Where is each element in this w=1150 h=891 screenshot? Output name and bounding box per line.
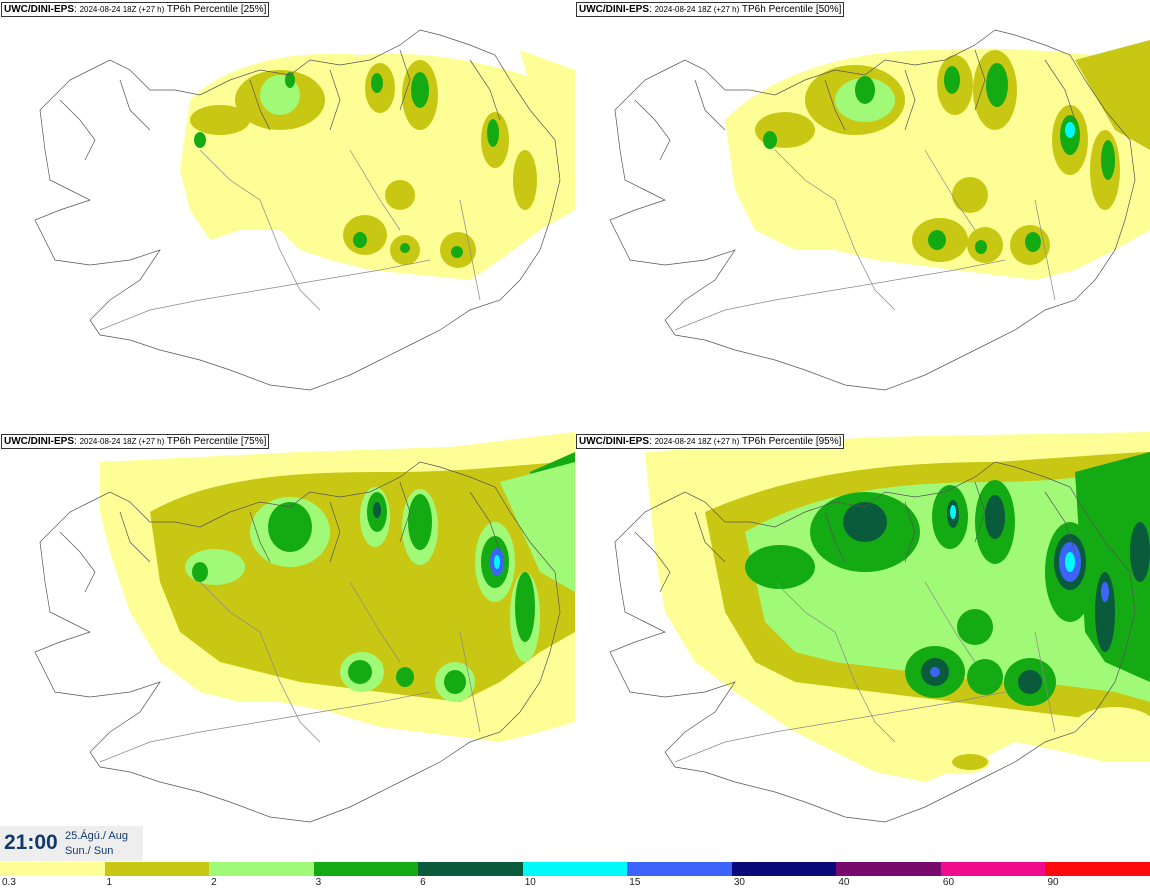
colorbar-segment bbox=[418, 862, 523, 876]
valid-time: 21:00 bbox=[4, 831, 58, 854]
valid-date: 25.Ágú./ Aug bbox=[65, 830, 128, 842]
panel-title: UWC/DINI-EPS: 2024-08-24 18Z (+27 h) TP6… bbox=[576, 434, 845, 449]
colorbar-label: 2 bbox=[211, 877, 217, 888]
panel-title: UWC/DINI-EPS: 2024-08-24 18Z (+27 h) TP6… bbox=[1, 434, 270, 449]
colorbar-label: 40 bbox=[838, 877, 850, 888]
colorbar-segment bbox=[313, 862, 419, 876]
panel-title: UWC/DINI-EPS: 2024-08-24 18Z (+27 h) TP6… bbox=[576, 2, 845, 17]
colorbar-segment bbox=[104, 862, 210, 876]
colorbar-segment bbox=[209, 862, 314, 876]
valid-time-box: 21:00 25.Ágú./ Aug Sun./ Sun bbox=[0, 826, 143, 861]
panel-title: UWC/DINI-EPS: 2024-08-24 18Z (+27 h) TP6… bbox=[1, 2, 270, 17]
colorbar-segment bbox=[731, 862, 837, 876]
colorbar-segment bbox=[940, 862, 1046, 876]
map-panel-p25: UWC/DINI-EPS: 2024-08-24 18Z (+27 h) TP6… bbox=[0, 0, 575, 431]
colorbar-label: 90 bbox=[1047, 877, 1059, 888]
coastline-outline bbox=[609, 461, 1136, 823]
colorbar-label: 10 bbox=[524, 877, 536, 888]
colorbar-segment bbox=[0, 862, 105, 876]
colorbar-label: 60 bbox=[942, 877, 955, 888]
colorbar-segment bbox=[627, 862, 732, 876]
precip-shading bbox=[645, 432, 1150, 782]
map-panel-p75: UWC/DINI-EPS: 2024-08-24 18Z (+27 h) TP6… bbox=[0, 432, 575, 863]
colorbar-label: 30 bbox=[733, 877, 745, 888]
colorbar-label: 15 bbox=[629, 877, 641, 888]
map-panel-p50: UWC/DINI-EPS: 2024-08-24 18Z (+27 h) TP6… bbox=[575, 0, 1150, 431]
map-panel-p95: UWC/DINI-EPS: 2024-08-24 18Z (+27 h) TP6… bbox=[575, 432, 1150, 863]
precip-map bbox=[34, 29, 575, 391]
precip-map bbox=[609, 29, 1150, 391]
coastline-outline bbox=[34, 461, 561, 823]
precip-map bbox=[34, 432, 575, 823]
colorbar-label: 0.3 bbox=[2, 877, 16, 888]
coastline-outline bbox=[34, 29, 561, 391]
colorbar-segment bbox=[522, 862, 628, 876]
colorbar-segment bbox=[1045, 862, 1150, 876]
precip-map bbox=[609, 432, 1150, 823]
coastline-outline bbox=[609, 29, 1136, 391]
precip-shading bbox=[100, 432, 575, 742]
precip-shading bbox=[725, 40, 1150, 281]
colorbar-labels: 0.3 1 2 3 6 10 15 30 40 60 90 bbox=[0, 877, 1150, 891]
valid-day: Sun./ Sun bbox=[65, 845, 114, 857]
colorbar-label: 1 bbox=[106, 877, 113, 888]
precip-colorbar bbox=[0, 862, 1150, 876]
colorbar-segment bbox=[836, 862, 941, 876]
precip-shading bbox=[180, 50, 575, 280]
colorbar-label: 6 bbox=[420, 877, 426, 888]
colorbar-label: 3 bbox=[315, 877, 322, 888]
